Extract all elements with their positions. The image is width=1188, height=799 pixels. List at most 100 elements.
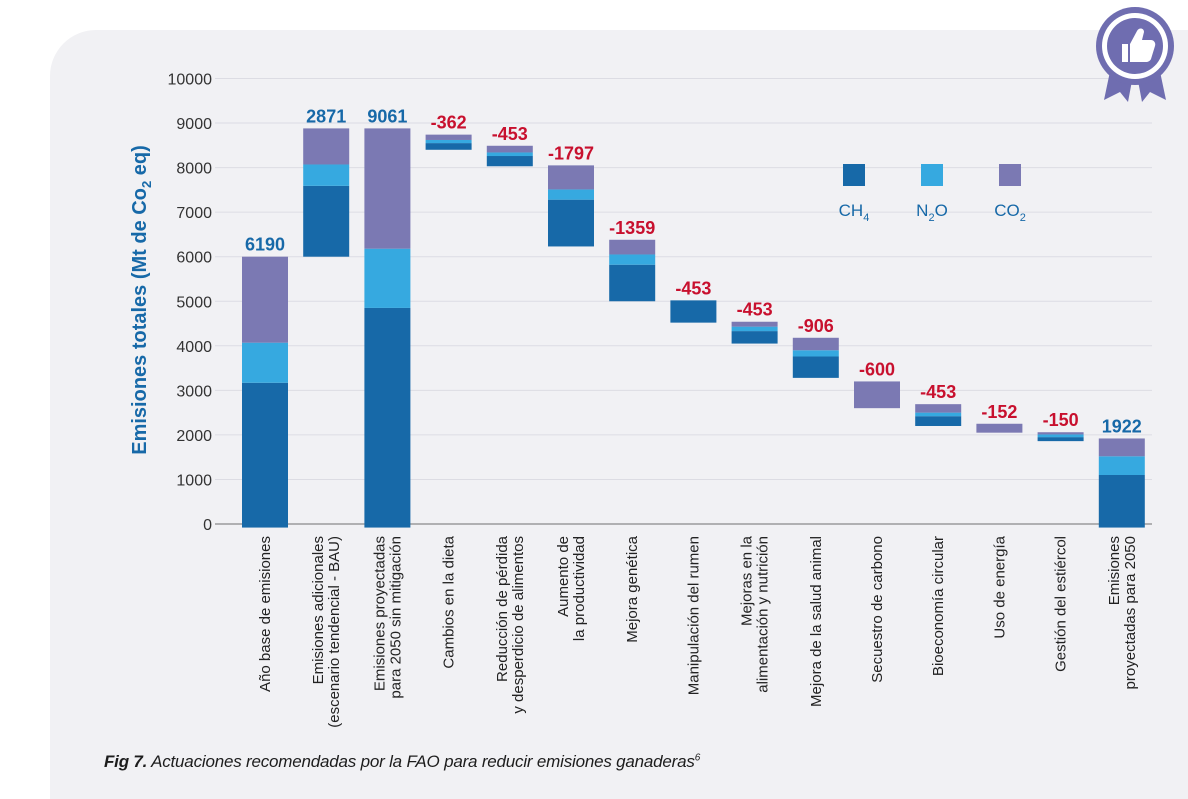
bar-segment-n2o [1037,434,1084,438]
bar-group: -152 [976,402,1023,433]
bar-segment-ch4 [425,143,472,150]
legend-swatch-n2o [921,164,943,186]
legend-label-ch4: CH4 [839,201,870,224]
bar-value-label: -453 [737,300,773,320]
bar-value-label: -453 [920,382,956,402]
x-tick-label: Secuestro de carbono [869,536,886,683]
bar-segment-co2 [242,256,288,343]
legend-label-co2: CO2 [994,201,1026,224]
y-tick-label: 1000 [176,472,212,489]
legend: CH4 N2O CO2 [839,164,1026,224]
x-tick-label: Emisiones proyectadaspara 2050 sin mitig… [371,536,404,699]
bar-segment-co2 [609,239,656,255]
bar-segment-co2 [486,145,533,153]
bar-value-label: -906 [798,316,834,336]
bar-segment-n2o [364,248,411,308]
bar-group: -453 [486,124,533,167]
y-tick-label: 6000 [176,250,212,267]
chart-panel [50,30,1188,799]
bar-value-label: -1797 [548,143,594,163]
bar-segment-n2o [303,164,350,186]
y-axis-label: Emisiones totales (Mt de Co2 eq) [129,145,154,455]
bar-group: 1922 [1098,416,1145,528]
caption-fig-number: Fig 7. [104,752,148,771]
bar-segment-n2o [1098,456,1145,475]
bar-value-label: -453 [675,278,711,298]
bar-value-label: 2871 [306,106,346,126]
caption-reference: 6 [694,752,701,764]
bar-segment-co2 [915,404,962,413]
bar-segment-co2 [976,423,1023,433]
y-tick-label: 5000 [176,294,212,311]
y-tick-label: 7000 [176,205,212,222]
bar-segment-co2 [1037,432,1084,435]
y-tick-label: 9000 [176,116,212,133]
bar-segment-n2o [242,342,288,383]
bar-group: -1359 [609,218,656,302]
bar-value-label: -1359 [609,218,655,238]
bars: 6190 2871 9061 -362 -453 -1797 -1359 -453 -453 -9… [242,106,1145,528]
bar-segment-co2 [731,321,778,327]
y-tick-label: 2000 [176,428,212,445]
x-tick-label: Reducción de pérdiday desperdicio de ali… [494,535,527,713]
x-tick-label: Mejora de la salud animal [808,536,825,707]
bar-segment-ch4 [670,300,717,323]
bar-group: -906 [792,316,839,378]
bar-segment-n2o [486,152,533,157]
bar-value-label: 9061 [367,106,407,126]
bar-segment-ch4 [548,199,594,247]
x-tick-label: Uso de energía [991,535,1008,638]
x-tick-label: Mejora genética [624,535,641,642]
bar-segment-co2 [548,165,594,190]
x-axis-labels: Año base de emisiones Emisiones adicional… [257,535,1139,727]
x-tick-label: Manipulación del rumen [685,536,702,695]
legend-swatch-co2 [999,164,1021,186]
bar-segment-co2 [425,134,472,140]
bar-segment-ch4 [609,264,656,302]
x-tick-label: Bioeconomía circular [930,536,947,676]
y-tick-label: 4000 [176,339,212,356]
bar-segment-ch4 [731,331,778,344]
bar-segment-ch4 [486,156,533,167]
y-tick-label: 8000 [176,161,212,178]
bar-segment-n2o [731,326,778,332]
legend-swatch-ch4 [843,164,865,186]
bar-segment-co2 [854,381,900,409]
bar-value-label: 1922 [1102,416,1142,436]
bar-segment-ch4 [792,356,839,378]
bar-value-label: -150 [1043,410,1079,430]
bar-value-label: -600 [859,359,895,379]
bar-group: -453 [731,300,778,344]
bar-group: 6190 [242,235,288,528]
y-tick-label: 10000 [168,72,213,89]
bar-segment-n2o [792,350,839,357]
x-tick-label: Mejoras en laalimentación y nutrición [739,535,772,692]
x-tick-label: Aumento dela productividad [555,536,588,641]
bar-value-label: -362 [431,113,467,133]
bar-segment-n2o [425,139,472,144]
bar-segment-n2o [609,254,656,265]
bar-segment-co2 [364,128,411,249]
bar-value-label: 6190 [245,235,285,255]
bar-segment-ch4 [364,307,411,528]
bar-segment-co2 [1098,438,1145,457]
bar-segment-ch4 [1098,474,1145,528]
bar-segment-n2o [548,189,594,200]
figure-caption: Fig 7. Actuaciones recomendadas por la F… [104,752,700,772]
x-tick-label: Emisionesproyectadas para 2050 [1106,536,1139,689]
y-tick-label: 3000 [176,383,212,400]
bar-group: -150 [1037,410,1084,442]
bar-group: 9061 [364,106,411,528]
bar-group: -453 [670,278,717,323]
bar-group: 2871 [303,106,350,257]
bar-segment-ch4 [242,382,288,528]
caption-text: Actuaciones recomendadas por la FAO para… [147,752,695,771]
bar-group: -362 [425,113,472,150]
legend-label-n2o: N2O [916,201,948,224]
bar-group: -1797 [548,143,594,247]
bar-value-label: -152 [981,402,1017,422]
x-tick-label: Emisiones adicionales(escenario tendenci… [310,536,343,728]
x-tick-label: Gestión del estiércol [1053,536,1070,672]
bar-segment-n2o [915,412,962,417]
